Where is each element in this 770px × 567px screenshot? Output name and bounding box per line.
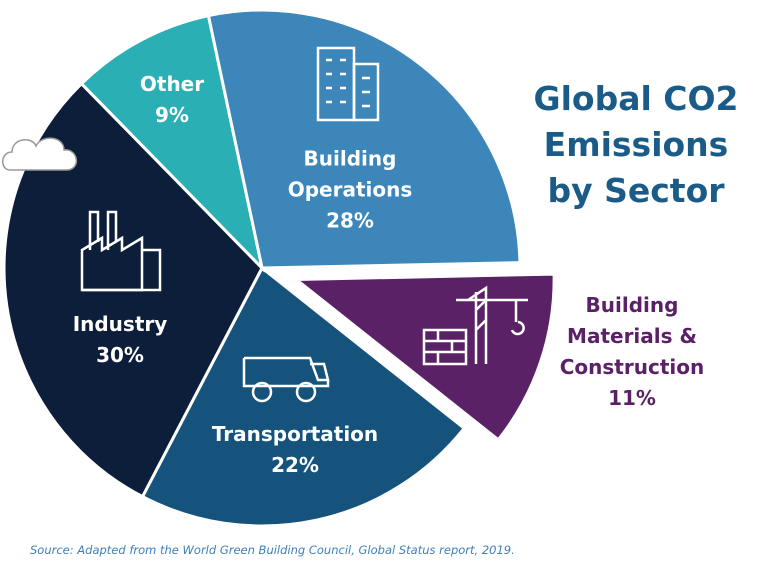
pie-slice — [206, 8, 522, 270]
slice-label: Building Operations 28% — [275, 144, 425, 237]
truck-icon — [242, 356, 330, 403]
value-label: 9% — [155, 103, 189, 127]
category-label: Building Materials & Construction — [559, 293, 705, 379]
building-icon — [316, 46, 380, 122]
cloud-icon — [2, 137, 77, 171]
slice-label: Transportation 22% — [195, 419, 395, 481]
value-label: 22% — [271, 453, 319, 477]
category-label: Building Operations — [287, 146, 413, 202]
value-label: 30% — [96, 343, 144, 367]
source-note: Source: Adapted from the World Green Bui… — [30, 543, 515, 557]
pie-slice — [79, 13, 265, 273]
crane-icon — [422, 285, 528, 366]
slice-label: Industry 30% — [50, 309, 190, 371]
category-label: Industry — [72, 312, 168, 336]
slice-label: Building Materials & Construction 11% — [552, 290, 712, 414]
category-label: Transportation — [211, 422, 379, 446]
chart-title: Global CO2 Emissions by Sector — [533, 79, 739, 210]
factory-icon — [80, 210, 162, 292]
icons — [2, 46, 528, 403]
pie-slice — [140, 265, 467, 528]
slice-label: Other 9% — [122, 69, 222, 131]
category-label: Other — [139, 72, 205, 96]
value-label: 11% — [608, 386, 656, 410]
value-label: 28% — [326, 208, 374, 233]
